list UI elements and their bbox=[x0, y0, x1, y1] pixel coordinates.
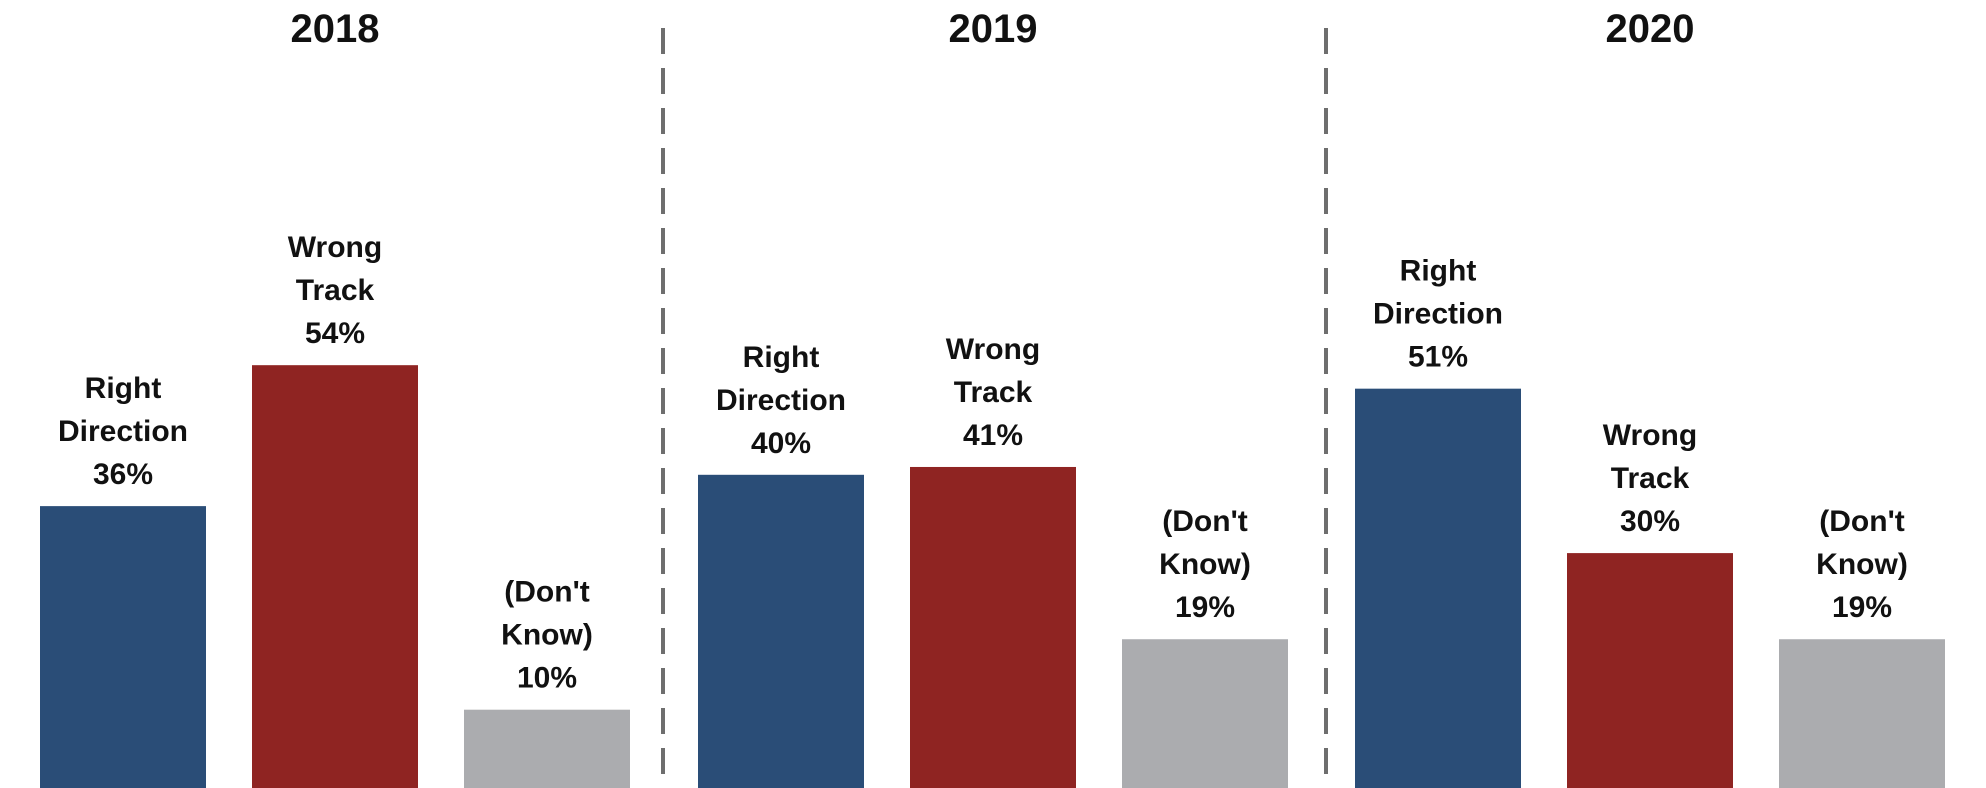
bar-2019-0 bbox=[698, 475, 864, 788]
bar-label-2020-2-1: Know) bbox=[1816, 548, 1908, 581]
bar-label-2020-1-2: 30% bbox=[1620, 505, 1680, 538]
bar-label-2019-0-1: Direction bbox=[716, 384, 846, 417]
bar-2020-0 bbox=[1355, 389, 1521, 788]
bar-label-2020-2-0: (Don't bbox=[1819, 505, 1904, 538]
bar-label-2018-0-1: Direction bbox=[58, 415, 188, 448]
bar-label-2020-0-2: 51% bbox=[1408, 341, 1468, 374]
bar-2018-0 bbox=[40, 506, 206, 788]
bar-label-2018-2-0: (Don't bbox=[504, 576, 589, 609]
bar-label-2020-0-1: Direction bbox=[1373, 298, 1503, 331]
bar-label-2020-1-0: Wrong bbox=[1603, 419, 1697, 452]
bar-label-2019-2-2: 19% bbox=[1175, 591, 1235, 624]
bar-label-2019-0-0: Right bbox=[743, 341, 820, 374]
bar-label-2019-0-2: 40% bbox=[751, 427, 811, 460]
bar-label-2018-0-0: Right bbox=[85, 372, 162, 405]
bar-label-2020-0-0: Right bbox=[1400, 255, 1477, 288]
bar-label-2019-2-1: Know) bbox=[1159, 548, 1251, 581]
bar-2019-2 bbox=[1122, 639, 1288, 788]
panel-title-2018: 2018 bbox=[291, 7, 380, 51]
bar-label-2019-1-1: Track bbox=[954, 376, 1033, 409]
bar-2019-1 bbox=[910, 467, 1076, 788]
bar-label-2018-0-2: 36% bbox=[93, 458, 153, 491]
bar-label-2020-2-2: 19% bbox=[1832, 591, 1892, 624]
panel-title-2020: 2020 bbox=[1606, 7, 1695, 51]
bar-label-2019-1-0: Wrong bbox=[946, 333, 1040, 366]
bar-label-2018-1-0: Wrong bbox=[288, 231, 382, 264]
bar-2020-2 bbox=[1779, 639, 1945, 788]
bar-label-2019-1-2: 41% bbox=[963, 419, 1023, 452]
bar-2018-1 bbox=[252, 365, 418, 788]
bar-label-2020-1-1: Track bbox=[1611, 462, 1690, 495]
bar-2018-2 bbox=[464, 710, 630, 788]
bar-label-2019-2-0: (Don't bbox=[1162, 505, 1247, 538]
bar-label-2018-2-2: 10% bbox=[517, 662, 577, 695]
bar-label-2018-1-2: 54% bbox=[305, 317, 365, 350]
bar-label-2018-2-1: Know) bbox=[501, 619, 593, 652]
panel-title-2019: 2019 bbox=[949, 7, 1038, 51]
bar-label-2018-1-1: Track bbox=[296, 274, 375, 307]
bar-2020-1 bbox=[1567, 553, 1733, 788]
